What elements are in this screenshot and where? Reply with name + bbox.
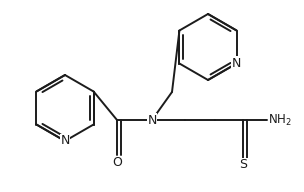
- Text: NH$_2$: NH$_2$: [268, 113, 292, 127]
- Text: N: N: [60, 135, 70, 147]
- Text: N: N: [147, 113, 157, 127]
- Text: S: S: [239, 159, 247, 171]
- Text: O: O: [112, 156, 122, 170]
- Text: N: N: [232, 57, 241, 70]
